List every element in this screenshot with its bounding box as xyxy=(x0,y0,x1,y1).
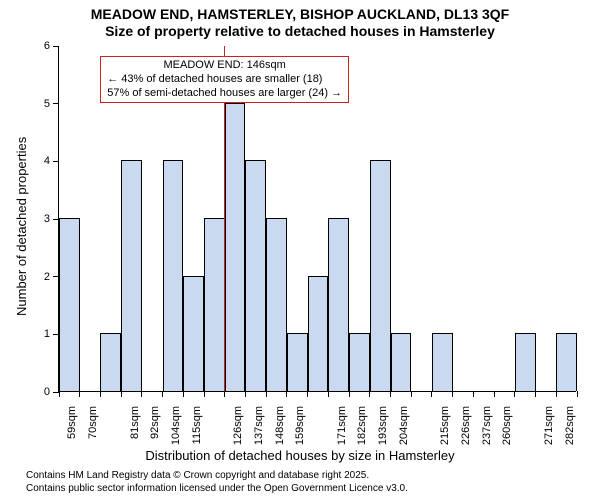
x-tick-label: 70sqm xyxy=(87,406,99,439)
x-tick xyxy=(431,391,432,397)
x-tick-label: 271sqm xyxy=(543,406,555,445)
annotation-line2: ← 43% of detached houses are smaller (18… xyxy=(107,73,342,87)
x-tick xyxy=(535,391,536,397)
x-tick-label: 204sqm xyxy=(398,406,410,445)
x-tick-label: 159sqm xyxy=(294,406,306,445)
x-tick-label: 215sqm xyxy=(439,406,451,445)
chart-title-line1: MEADOW END, HAMSTERLEY, BISHOP AUCKLAND,… xyxy=(0,0,600,23)
histogram-bar xyxy=(556,333,577,391)
x-tick xyxy=(494,391,495,397)
x-tick xyxy=(452,391,453,397)
x-tick xyxy=(514,391,515,397)
x-tick xyxy=(577,391,578,397)
histogram-bar xyxy=(100,333,121,391)
histogram-bar xyxy=(59,218,80,391)
x-tick xyxy=(328,391,329,397)
credits: Contains HM Land Registry data © Crown c… xyxy=(26,470,408,495)
x-tick-label: 104sqm xyxy=(170,406,182,445)
credits-line1: Contains HM Land Registry data © Crown c… xyxy=(26,470,408,483)
x-axis-label: Distribution of detached houses by size … xyxy=(0,448,600,463)
y-tick xyxy=(53,46,59,47)
x-tick-label: 137sqm xyxy=(253,406,265,445)
plot: MEADOW END: 146sqm← 43% of detached hous… xyxy=(58,46,576,392)
x-tick xyxy=(204,391,205,397)
x-tick-label: 92sqm xyxy=(149,406,161,439)
x-tick-label: 282sqm xyxy=(564,406,576,445)
x-tick xyxy=(473,391,474,397)
annotation-line1: MEADOW END: 146sqm xyxy=(107,59,342,73)
x-tick-label: 182sqm xyxy=(356,406,368,445)
x-tick xyxy=(349,391,350,397)
histogram-bar xyxy=(204,218,225,391)
histogram-bar xyxy=(308,276,329,391)
histogram-bar xyxy=(515,333,536,391)
histogram-bar xyxy=(266,218,287,391)
histogram-bar xyxy=(225,103,246,391)
x-tick xyxy=(411,391,412,397)
x-tick-label: 148sqm xyxy=(274,406,286,445)
y-tick-label: 4 xyxy=(44,155,50,167)
x-tick xyxy=(556,391,557,397)
x-tick-label: 126sqm xyxy=(232,406,244,445)
x-tick xyxy=(390,391,391,397)
chart-root: { "chart": { "type": "histogram", "title… xyxy=(0,0,600,500)
x-tick-label: 237sqm xyxy=(481,406,493,445)
x-tick xyxy=(369,391,370,397)
x-tick xyxy=(79,391,80,397)
x-tick xyxy=(59,391,60,397)
x-tick xyxy=(162,391,163,397)
y-tick-label: 0 xyxy=(44,386,50,398)
x-tick xyxy=(286,391,287,397)
x-tick-label: 226sqm xyxy=(460,406,472,445)
histogram-bar xyxy=(349,333,370,391)
x-tick xyxy=(141,391,142,397)
chart-title-line2: Size of property relative to detached ho… xyxy=(0,23,600,40)
histogram-bar xyxy=(245,160,266,391)
x-tick-label: 193sqm xyxy=(377,406,389,445)
histogram-bar xyxy=(391,333,412,391)
x-tick xyxy=(307,391,308,397)
x-tick xyxy=(183,391,184,397)
y-tick-label: 6 xyxy=(44,40,50,52)
y-axis-label: Number of detached properties xyxy=(14,137,29,316)
x-tick xyxy=(245,391,246,397)
annotation-line3: 57% of semi-detached houses are larger (… xyxy=(107,87,342,101)
x-tick-label: 81sqm xyxy=(129,406,141,439)
histogram-bar xyxy=(183,276,204,391)
x-tick-label: 59sqm xyxy=(66,406,78,439)
histogram-bar xyxy=(163,160,184,391)
y-tick-label: 2 xyxy=(44,271,50,283)
annotation-box: MEADOW END: 146sqm← 43% of detached hous… xyxy=(100,56,349,103)
y-tick xyxy=(53,161,59,162)
credits-line2: Contains public sector information licen… xyxy=(26,483,408,496)
x-tick-label: 171sqm xyxy=(336,406,348,445)
x-tick xyxy=(266,391,267,397)
x-tick-label: 115sqm xyxy=(191,406,203,444)
histogram-bar xyxy=(328,218,349,391)
x-tick xyxy=(224,391,225,397)
histogram-bar xyxy=(121,160,142,391)
y-tick-label: 3 xyxy=(44,213,50,225)
y-tick-label: 1 xyxy=(44,328,50,340)
plot-area: 0123456 MEADOW END: 146sqm← 43% of detac… xyxy=(58,46,576,392)
x-tick-label: 260sqm xyxy=(501,406,513,445)
x-tick xyxy=(100,391,101,397)
histogram-bar xyxy=(370,160,391,391)
histogram-bar xyxy=(432,333,453,391)
x-tick xyxy=(121,391,122,397)
y-tick xyxy=(53,103,59,104)
y-tick-label: 5 xyxy=(44,98,50,110)
histogram-bar xyxy=(287,333,308,391)
